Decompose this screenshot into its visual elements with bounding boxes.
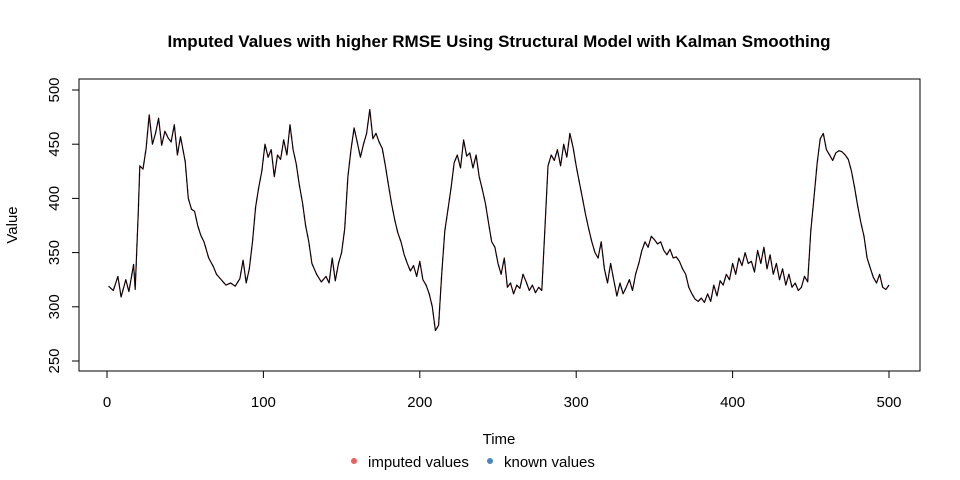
- x-tick-label: 100: [251, 394, 276, 411]
- y-tick-label: 300: [46, 294, 63, 319]
- plot-area: [108, 108, 890, 332]
- x-axis-label: Time: [483, 431, 516, 448]
- x-tick-label: 300: [564, 394, 589, 411]
- x-tick-label: 400: [720, 394, 745, 411]
- chart-title: Imputed Values with higher RMSE Using St…: [167, 32, 830, 51]
- known-values-line: [108, 108, 890, 332]
- legend-marker-known: [487, 458, 493, 464]
- plot-frame: [78, 78, 921, 372]
- y-tick-label: 450: [46, 132, 63, 157]
- x-tick-label: 0: [103, 394, 111, 411]
- y-tick-label: 250: [46, 348, 63, 373]
- y-tick-label: 500: [46, 77, 63, 102]
- legend-marker-imputed: [351, 458, 357, 464]
- legend-label-imputed: imputed values: [368, 454, 469, 471]
- y-tick-label: 350: [46, 240, 63, 265]
- y-tick-label: 400: [46, 186, 63, 211]
- x-tick-label: 500: [876, 394, 901, 411]
- imputed-values-line: [108, 108, 890, 332]
- x-axis: 0 100 200 300 400 500: [103, 370, 902, 411]
- y-axis: 250 300 350 400 450 500: [46, 77, 80, 374]
- y-axis-label: Value: [4, 206, 21, 243]
- series-line: [108, 109, 890, 332]
- legend: imputed values known values: [351, 454, 595, 471]
- legend-label-known: known values: [504, 454, 595, 471]
- x-tick-label: 200: [407, 394, 432, 411]
